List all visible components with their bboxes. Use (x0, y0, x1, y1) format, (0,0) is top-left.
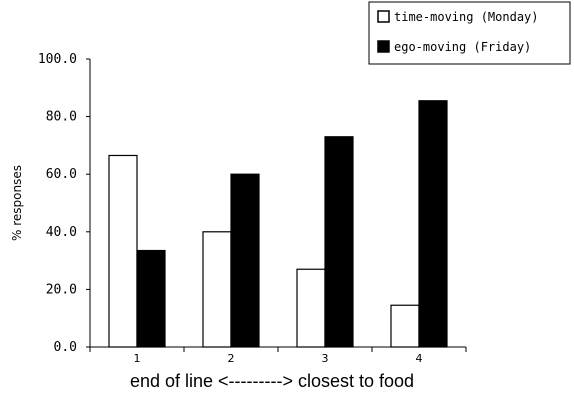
legend-label-ego-moving: ego-moving (Friday) (394, 40, 531, 54)
bar-time-moving (108, 154, 138, 348)
legend-box (368, 1, 571, 65)
legend: time-moving (Monday) ego-moving (Friday) (368, 1, 571, 65)
bar-time-moving (390, 304, 420, 348)
x-tick-label: 2 (228, 352, 235, 365)
legend-swatch-time-moving (377, 10, 390, 23)
legend-swatch-ego-moving (377, 40, 390, 53)
bar-ego-moving (136, 249, 166, 348)
ticks: 0.0 20.0 40.0 60.0 80.0 100.0 1 2 3 4 (38, 52, 467, 365)
y-axis-label: % responses (10, 165, 24, 241)
y-tick-label: 100.0 (38, 52, 77, 67)
legend-label-time-moving: time-moving (Monday) (394, 10, 539, 24)
x-tick-label: 4 (416, 352, 423, 365)
x-axis-label: end of line <---------> closest to food (130, 371, 414, 391)
bar-time-moving (202, 231, 232, 348)
x-tick-label: 3 (322, 352, 329, 365)
bar-ego-moving (230, 173, 260, 348)
bars (108, 100, 448, 348)
y-tick-label: 80.0 (46, 110, 77, 125)
bar-ego-moving (418, 100, 448, 348)
x-tick-label: 1 (134, 352, 141, 365)
y-tick-label: 40.0 (46, 225, 77, 240)
y-tick-label: 60.0 (46, 167, 77, 182)
bar-time-moving (296, 268, 326, 348)
y-tick-label: 20.0 (46, 282, 77, 297)
y-tick-label: 0.0 (54, 340, 77, 355)
bar-ego-moving (324, 136, 354, 348)
